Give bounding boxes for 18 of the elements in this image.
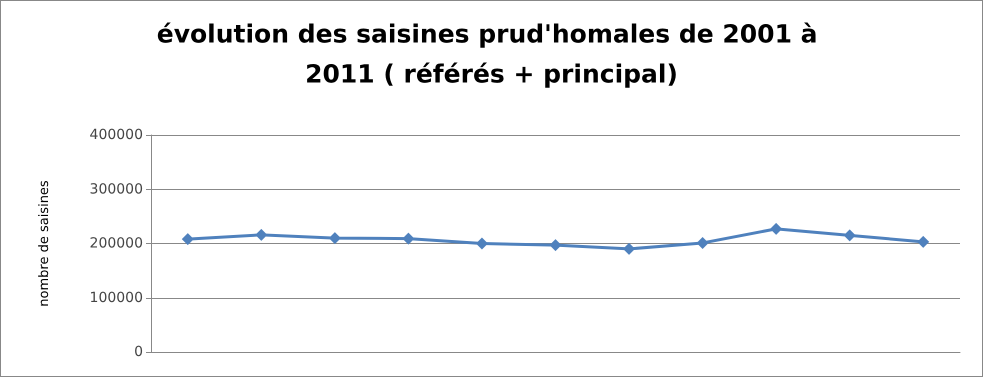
point (255, 228, 268, 241)
y-tick-label: 0 (134, 344, 143, 360)
point (917, 236, 930, 248)
y-tick-label: 100000 (90, 290, 143, 306)
point (844, 229, 856, 242)
point (476, 238, 488, 250)
y-axis-title: nombre de saisines (37, 180, 52, 307)
y-tick-label: 200000 (90, 236, 143, 252)
point (770, 222, 782, 235)
y-tick-label: 300000 (90, 181, 143, 198)
point (550, 239, 562, 252)
point (402, 232, 414, 245)
point (623, 242, 636, 255)
chart-title: évolution des saisines prud'homales de 2001 à 2011 ( référés + principal) (156, 20, 826, 88)
y-tick-label: 400000 (90, 127, 143, 143)
point (182, 233, 194, 246)
point (696, 236, 709, 249)
point (328, 232, 341, 244)
